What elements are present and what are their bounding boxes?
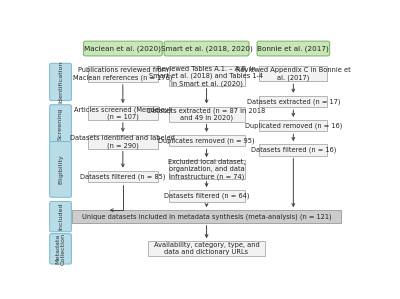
Text: Bonnie et al. (2017): Bonnie et al. (2017) — [258, 45, 329, 52]
FancyBboxPatch shape — [50, 105, 71, 142]
Text: Identification: Identification — [58, 61, 63, 103]
FancyBboxPatch shape — [50, 141, 71, 197]
FancyBboxPatch shape — [88, 66, 158, 82]
FancyBboxPatch shape — [168, 160, 244, 179]
Text: Datasets filtered (n = 85): Datasets filtered (n = 85) — [80, 173, 166, 180]
Text: Reviewed Appendix C in Bonnie et
al. (2017): Reviewed Appendix C in Bonnie et al. (20… — [236, 67, 351, 81]
Text: Availability, category, type, and
data and dictionary URLs: Availability, category, type, and data a… — [154, 242, 260, 255]
Text: Datasets filtered (n = 16): Datasets filtered (n = 16) — [251, 147, 336, 153]
FancyBboxPatch shape — [50, 234, 71, 264]
FancyBboxPatch shape — [168, 135, 244, 147]
FancyBboxPatch shape — [168, 66, 244, 86]
Text: Articles screened (Mendeley)
(n = 107): Articles screened (Mendeley) (n = 107) — [74, 106, 172, 120]
Text: Datasets filtered (n = 64): Datasets filtered (n = 64) — [164, 193, 249, 199]
Text: Screening: Screening — [58, 107, 63, 140]
FancyBboxPatch shape — [84, 41, 162, 56]
Text: Eligibility: Eligibility — [58, 155, 63, 184]
FancyBboxPatch shape — [88, 106, 158, 120]
Text: Duplicates removed (n = 95): Duplicates removed (n = 95) — [158, 137, 255, 144]
Text: Metadata
Collection: Metadata Collection — [55, 233, 66, 265]
FancyBboxPatch shape — [148, 241, 266, 256]
FancyBboxPatch shape — [168, 190, 244, 202]
FancyBboxPatch shape — [259, 66, 328, 81]
FancyBboxPatch shape — [50, 63, 71, 100]
FancyBboxPatch shape — [257, 41, 330, 56]
Text: Included: Included — [58, 203, 63, 231]
FancyBboxPatch shape — [50, 202, 71, 232]
FancyBboxPatch shape — [168, 107, 244, 122]
Text: Excluded local dataset,
organization, and data
infrastructure (n = 74): Excluded local dataset, organization, an… — [168, 159, 245, 180]
FancyBboxPatch shape — [164, 41, 249, 56]
Text: Publications reviewed from
Maclean references (n = 176): Publications reviewed from Maclean refer… — [73, 67, 172, 81]
FancyBboxPatch shape — [72, 210, 341, 223]
Text: Smart et al. (2018, 2020): Smart et al. (2018, 2020) — [161, 45, 252, 52]
FancyBboxPatch shape — [88, 170, 158, 182]
Text: Datasets identified and labeled
(n = 290): Datasets identified and labeled (n = 290… — [70, 135, 175, 149]
Text: Unique datasets included in metadata synthesis (meta-analysis) (n = 121): Unique datasets included in metadata syn… — [82, 213, 331, 220]
FancyBboxPatch shape — [259, 96, 328, 107]
FancyBboxPatch shape — [88, 135, 158, 149]
FancyBboxPatch shape — [259, 120, 328, 132]
FancyBboxPatch shape — [259, 144, 328, 155]
Text: Datasets extracted (n = 17): Datasets extracted (n = 17) — [246, 98, 340, 105]
Text: Duplicated removed (n = 16): Duplicated removed (n = 16) — [245, 122, 342, 129]
Text: Maclean et al. (2020): Maclean et al. (2020) — [84, 45, 161, 52]
Text: Datasets extracted (n = 87 in 2018
and 49 in 2020): Datasets extracted (n = 87 in 2018 and 4… — [148, 107, 266, 121]
Text: Reviewed Tables A.1. – A.6. in
Smart et al. (2018) and Tables 1-4
in Smart et al: Reviewed Tables A.1. – A.6. in Smart et … — [150, 66, 264, 87]
